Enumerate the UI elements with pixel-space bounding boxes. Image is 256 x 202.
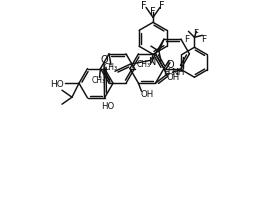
Text: F: F <box>184 35 189 44</box>
Text: F: F <box>201 35 206 44</box>
Text: H: H <box>163 67 169 76</box>
Text: HO: HO <box>50 79 64 88</box>
Text: O: O <box>166 59 174 69</box>
Text: F: F <box>150 7 156 17</box>
Text: OH: OH <box>167 73 180 82</box>
Text: HO: HO <box>101 101 115 110</box>
Text: CH₃: CH₃ <box>136 60 151 69</box>
Text: O: O <box>100 55 108 65</box>
Text: F: F <box>141 1 147 11</box>
Text: NH: NH <box>172 67 185 76</box>
Text: N: N <box>149 57 157 67</box>
Text: CH₃: CH₃ <box>104 63 118 72</box>
Text: CH₃: CH₃ <box>91 76 105 85</box>
Text: OH: OH <box>141 89 154 98</box>
Text: F: F <box>193 29 198 38</box>
Text: F: F <box>159 1 165 11</box>
